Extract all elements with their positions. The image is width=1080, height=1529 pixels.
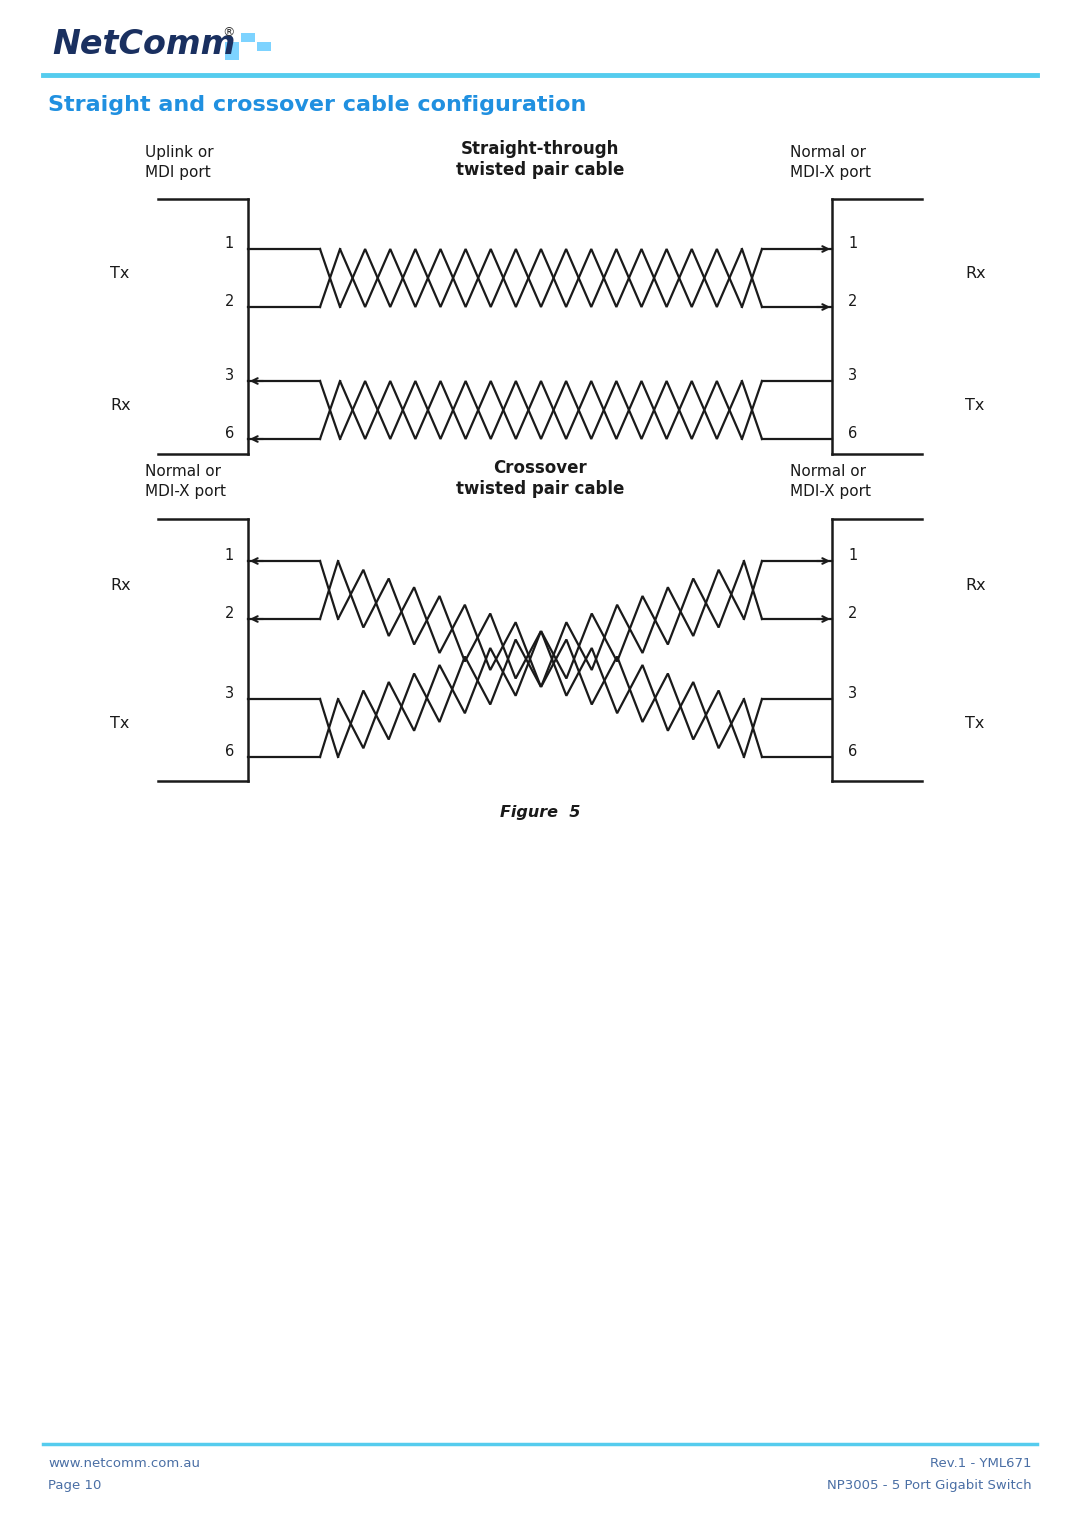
Text: NetComm: NetComm [52, 28, 235, 61]
Text: Normal or: Normal or [145, 463, 221, 479]
Text: Normal or: Normal or [789, 463, 866, 479]
Text: 3: 3 [848, 685, 858, 700]
Text: 1: 1 [848, 547, 858, 563]
Text: NP3005 - 5 Port Gigabit Switch: NP3005 - 5 Port Gigabit Switch [827, 1479, 1032, 1492]
Text: Normal or: Normal or [789, 145, 866, 161]
Text: 6: 6 [848, 743, 858, 758]
Text: Uplink or: Uplink or [145, 145, 214, 161]
Text: 1: 1 [225, 235, 234, 251]
Text: 6: 6 [848, 425, 858, 440]
Bar [241, 34, 255, 41]
Text: Tx: Tx [110, 716, 130, 731]
Text: Rev.1 - YML671: Rev.1 - YML671 [931, 1457, 1032, 1469]
Text: MDI port: MDI port [145, 165, 211, 180]
Text: MDI-X port: MDI-X port [789, 165, 870, 180]
Text: 2: 2 [225, 605, 234, 621]
Text: ®: ® [222, 26, 234, 40]
Text: 1: 1 [225, 547, 234, 563]
Text: Tx: Tx [966, 398, 984, 413]
Text: Page 10: Page 10 [48, 1479, 102, 1492]
Text: 2: 2 [848, 294, 858, 309]
Text: Straight-through: Straight-through [461, 141, 619, 157]
Text: 3: 3 [225, 367, 234, 382]
Text: 2: 2 [225, 294, 234, 309]
Text: 3: 3 [225, 685, 234, 700]
Text: Figure  5: Figure 5 [500, 804, 580, 820]
Text: 1: 1 [848, 235, 858, 251]
Text: 3: 3 [848, 367, 858, 382]
Text: Rx: Rx [110, 398, 131, 413]
Text: twisted pair cable: twisted pair cable [456, 480, 624, 498]
Text: Tx: Tx [110, 266, 130, 280]
Bar [225, 41, 239, 50]
Text: Tx: Tx [966, 716, 984, 731]
Text: 6: 6 [225, 425, 234, 440]
Text: Crossover: Crossover [494, 459, 586, 477]
Text: twisted pair cable: twisted pair cable [456, 161, 624, 179]
Text: 6: 6 [225, 743, 234, 758]
Text: MDI-X port: MDI-X port [789, 485, 870, 498]
Text: Rx: Rx [110, 578, 131, 593]
Text: 2: 2 [848, 605, 858, 621]
Text: Straight and crossover cable configuration: Straight and crossover cable configurati… [48, 95, 586, 115]
Bar [225, 50, 239, 60]
Text: Rx: Rx [966, 578, 986, 593]
Text: Rx: Rx [966, 266, 986, 280]
Text: www.netcomm.com.au: www.netcomm.com.au [48, 1457, 200, 1469]
Bar [257, 41, 271, 50]
Text: MDI-X port: MDI-X port [145, 485, 226, 498]
